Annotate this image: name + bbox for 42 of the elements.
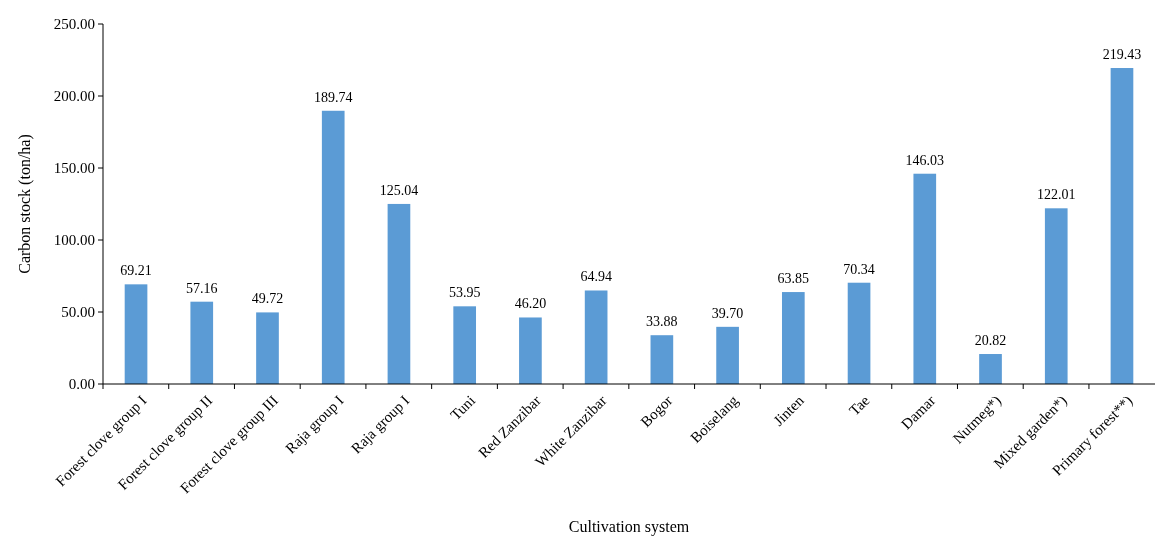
data-label: 57.16 [186,280,218,296]
x-tick-label: Tae [846,392,873,419]
data-label: 125.04 [379,182,419,198]
y-tick-label: 0.00 [68,376,95,393]
y-tick-label: 50.00 [61,304,95,321]
y-axis-title: Carbon stock (ton/ha) [16,134,34,274]
y-tick-label: 100.00 [53,232,95,249]
data-label: 39.70 [711,305,744,321]
data-label: 70.34 [843,261,875,277]
bar [913,173,937,384]
data-label: 189.74 [313,89,353,105]
bar [847,282,871,384]
bar [979,354,1002,384]
y-tick-label: 250.00 [53,16,95,33]
data-label: 146.03 [905,152,945,168]
x-axis-title: Cultivation system [568,518,690,536]
bar [1110,68,1134,384]
data-label: 122.01 [1036,187,1076,203]
data-label: 53.95 [448,285,481,301]
data-label: 46.20 [514,296,547,312]
bar [584,290,608,384]
bar [1044,208,1068,384]
bar [781,292,805,384]
bar [190,301,214,384]
bar [124,284,148,384]
bar [716,326,739,384]
data-label: 69.21 [120,263,152,279]
bar [453,306,477,384]
bar [256,312,279,384]
data-label: 63.85 [777,271,810,287]
bar [321,110,345,384]
bar [650,335,674,384]
data-label: 64.94 [580,269,612,285]
y-tick-label: 200.00 [53,88,95,105]
data-label: 20.82 [974,333,1007,349]
bar [519,317,542,384]
data-label: 219.43 [1102,47,1142,63]
x-tick-label: Tuni [447,392,479,424]
data-label: 33.88 [646,314,678,330]
bar [387,203,411,384]
y-tick-label: 150.00 [53,160,95,177]
data-label: 49.72 [251,291,284,307]
